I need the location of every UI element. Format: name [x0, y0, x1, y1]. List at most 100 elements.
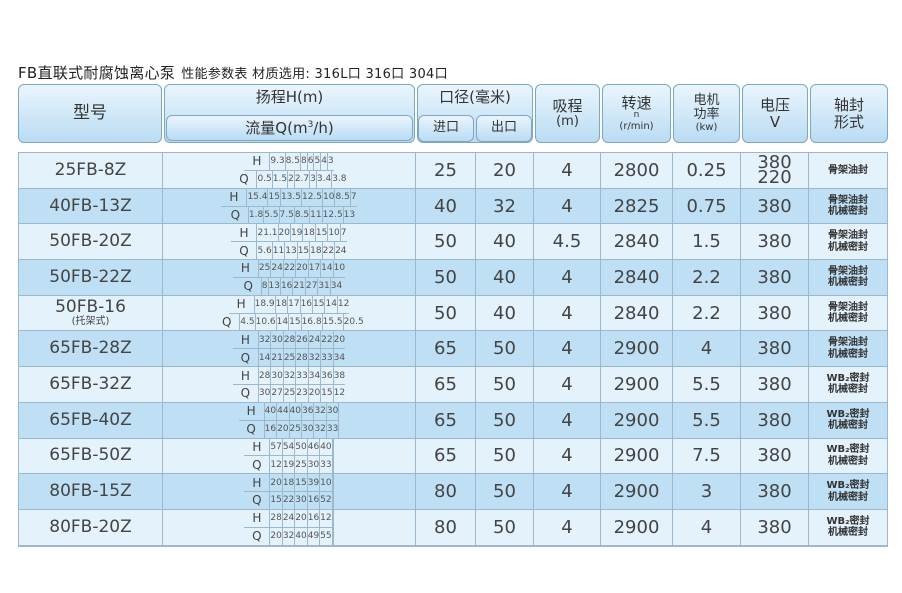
- q-label: Q: [214, 313, 241, 331]
- outlet-cell: 50: [476, 509, 534, 545]
- table-row: 80FB-15Z H 20 18 15 39 10 Q 15 22 30 16 52 80 50 4 2900 3…: [19, 474, 887, 510]
- table-row: 50FB-16 (托架式) H 18.9 18 17 16 15 14 12 Q 4.5 10.6 14 1…: [19, 295, 887, 332]
- q-value: 12.5: [323, 206, 344, 224]
- q-value: 14: [259, 349, 272, 367]
- h-line: H 9.3 8.5 8 6 5 4 3: [244, 153, 334, 171]
- h-value: [332, 509, 334, 527]
- q-value: 22: [323, 242, 336, 260]
- h-value: 46: [308, 438, 321, 456]
- model-cell: 25FB-8Z: [19, 153, 163, 188]
- q-value: 12: [333, 388, 346, 399]
- table-row: 40FB-13Z H 15.4 15 13.5 12.5 10 8.5 7 Q 1.8 5.5 7.5 8…: [19, 188, 887, 225]
- q-value: 2: [288, 170, 295, 188]
- header-flow-label: 流量Q(m3/h): [245, 118, 334, 137]
- hq-values: H 18.9 18 17 16 15 14 12 Q 4.5 10.6 14 15 16.8 15.5 20.…: [163, 295, 416, 331]
- q-value: 33: [321, 349, 334, 367]
- speed-cell: 2900: [601, 367, 673, 402]
- seal-cell: 骨架油封 机械密封: [828, 230, 868, 253]
- q-line: Q 4.5 10.6 14 15 16.8 15.5 20.5: [214, 313, 364, 331]
- performance-table: 25FB-8Z H 9.3 8.5 8 6 5 4 3 Q 0.5 1.5 2 2.7 3 3.4 3.8 25 2…: [18, 152, 888, 547]
- outlet-cell: 20: [476, 153, 534, 188]
- h-value: 33: [296, 367, 309, 384]
- table-title: FB直联式耐腐蚀离心泵 性能参数表 材质选用: 316L口 316口 304口: [18, 62, 448, 83]
- h-label: H: [229, 295, 255, 313]
- h-value: 39: [308, 474, 321, 492]
- seal-cell: 骨架油封 机械密封: [828, 301, 868, 325]
- suction-cell: 4: [534, 367, 601, 402]
- h-value: 24: [309, 331, 322, 349]
- speed-cell: 2900: [601, 474, 673, 509]
- h-value: 32: [314, 402, 327, 420]
- model-cell: 50FB-16 (托架式): [19, 295, 163, 331]
- header-power: 电机 功率 (kw): [673, 84, 740, 143]
- speed-cell: 2825: [601, 188, 673, 224]
- speed-cell: 2840: [601, 260, 673, 295]
- power-cell: 4: [673, 331, 741, 367]
- q-value: 19: [283, 456, 296, 474]
- q-value: 15: [298, 242, 311, 260]
- q-value: 27: [306, 277, 319, 295]
- voltage-cell: 380: [741, 224, 809, 260]
- model-cell: 80FB-20Z: [19, 509, 163, 545]
- voltage-cell: 380: [741, 438, 809, 474]
- suction-cell: 4.5: [534, 224, 601, 260]
- hq-values: H 25 24 22 20 17 14 10 Q 8 13 16 21 27 31 34: [163, 260, 416, 295]
- q-value: 25: [284, 349, 297, 367]
- q-value: 20: [309, 384, 322, 402]
- h-label: H: [233, 260, 259, 277]
- q-value: 30: [259, 384, 272, 402]
- h-value: [332, 474, 334, 492]
- model-cell: 40FB-13Z: [19, 188, 163, 224]
- h-value: 21.1: [257, 224, 279, 242]
- hq-values: H 28 30 32 33 34 36 38 Q 30 27 25 23 20 15 12: [163, 367, 416, 402]
- q-value: 15: [270, 492, 283, 509]
- model-cell: 50FB-22Z: [19, 260, 163, 295]
- h-value: 30: [271, 367, 284, 384]
- q-label: Q: [231, 170, 258, 188]
- h-value: 10: [323, 188, 336, 206]
- outlet-cell: 50: [476, 474, 534, 509]
- h-value: 14: [321, 260, 334, 277]
- suction-cell: 4: [534, 260, 601, 295]
- h-value: 32: [284, 367, 297, 384]
- h-value: 12: [320, 509, 333, 527]
- q-value: 32: [314, 420, 327, 438]
- suction-cell: 4: [534, 402, 601, 438]
- outlet-cell: 40: [476, 295, 534, 331]
- q-value: 0.5: [257, 170, 273, 188]
- h-value: 25: [259, 260, 272, 277]
- inlet-cell: 80: [416, 509, 476, 545]
- h-value: 40: [290, 402, 302, 420]
- table-row: 65FB-32Z H 28 30 32 33 34 36 38 Q 30 27 25 23 20 15 12 65…: [19, 367, 887, 403]
- table-row: 80FB-20Z H 28 24 20 16 12 Q 20 32 40 49 55 80 50 4 2900 4…: [19, 509, 887, 546]
- h-label: H: [231, 224, 258, 242]
- q-line: Q 14 21 25 28 32 33 34: [233, 349, 345, 367]
- hq-values: H 21.1 20 19 18 15 10 7 Q 5.6 11 13 15 18 22 24: [163, 224, 416, 260]
- q-value: 34: [330, 281, 343, 292]
- suction-cell: 4: [534, 331, 601, 367]
- h-value: 10: [333, 263, 346, 274]
- h-value: 40: [320, 438, 333, 456]
- h-line: H 25 24 22 20 17 14 10: [232, 260, 346, 278]
- h-value: 20: [295, 509, 308, 527]
- h-value: 22: [284, 260, 297, 277]
- inlet-cell: 50: [416, 224, 476, 260]
- q-value: 18: [310, 242, 323, 260]
- table-row: 65FB-40Z H 40 44 40 36 32 30 Q 16 20 25 30 32 33 65 50 4 2…: [19, 402, 887, 439]
- h-value: 30: [327, 402, 340, 420]
- q-value: 15: [289, 313, 302, 331]
- hq-values: H 40 44 40 36 32 30 Q 16 20 25 30 32 33: [163, 402, 416, 438]
- inlet-cell: 65: [416, 367, 476, 402]
- q-value: [332, 527, 334, 545]
- q-value: 33: [320, 456, 333, 474]
- header-suction: 吸程 (m): [535, 84, 600, 143]
- h-value: 4: [321, 153, 328, 170]
- q-value: 30: [308, 456, 321, 474]
- h-value: 13.5: [281, 188, 302, 206]
- h-value: 12.5: [302, 188, 324, 206]
- header-diameter-label: 口径(毫米): [439, 88, 511, 106]
- q-value: 3: [310, 170, 317, 188]
- power-cell: 5.5: [673, 402, 741, 438]
- outlet-cell: 50: [476, 367, 534, 402]
- h-value: 20: [333, 334, 346, 345]
